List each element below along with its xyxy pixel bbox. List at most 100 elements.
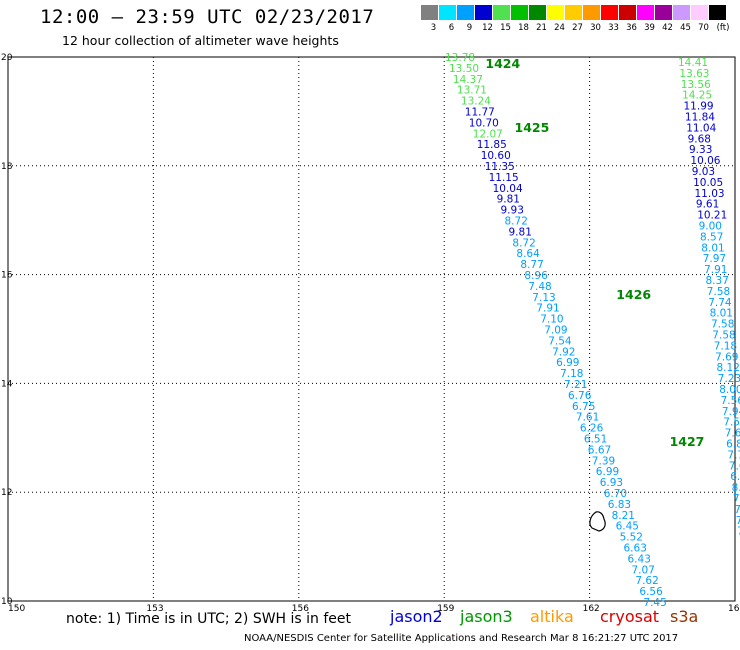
wave-height-value: 7.10 — [540, 314, 563, 326]
latitude-tick-label: 18 — [1, 162, 13, 172]
legend-label: 24 — [554, 23, 565, 33]
legend-label: 9 — [466, 23, 473, 33]
latitude-tick-label: 20 — [1, 53, 13, 63]
satellite-name: jason3 — [460, 607, 513, 626]
legend-label: 3 — [430, 23, 437, 33]
satellite-name: jason2 — [390, 607, 443, 626]
wave-height-value: 11.03 — [695, 188, 725, 200]
legend-swatch — [583, 5, 600, 20]
wave-height-value: 6.75 — [572, 401, 595, 413]
latitude-tick-label: 10 — [1, 597, 13, 607]
wave-height-value: 6.99 — [556, 357, 579, 369]
wave-height-value: 6.85 — [726, 439, 740, 451]
wave-height-value: 8.01 — [710, 308, 733, 320]
legend-label: 6 — [448, 23, 455, 33]
wave-height-value: 10.05 — [693, 177, 723, 189]
wave-height-value: 7.58 — [707, 286, 730, 298]
legend-label: 27 — [572, 23, 583, 33]
legend-label: 18 — [518, 23, 529, 33]
wave-height-value: 7.45 — [643, 597, 666, 609]
wave-height-value: 11.84 — [685, 112, 715, 124]
wave-height-value: 9.61 — [696, 199, 719, 211]
wave-height-value: 7. — [734, 504, 740, 516]
latitude-tick-label: 16 — [1, 271, 13, 281]
longitude-tick-label: 150 — [8, 604, 25, 614]
legend-unit: (ft) — [716, 23, 730, 33]
wave-height-value: 12.07 — [473, 128, 503, 140]
wave-height-value: 7.6 — [729, 460, 740, 472]
legend-label: 21 — [536, 23, 547, 33]
wave-height-value: 8.64 — [516, 248, 540, 260]
longitude-tick-label: 156 — [292, 604, 309, 614]
legend-swatch — [475, 5, 492, 20]
legend-swatch — [547, 5, 564, 20]
legend-swatch — [673, 5, 690, 20]
wave-height-value: 7.39 — [592, 455, 615, 467]
map-frame — [7, 56, 736, 602]
latitude-tick-label: 14 — [1, 379, 13, 389]
wave-height-value: 6.93 — [600, 477, 623, 489]
legend-swatch — [637, 5, 654, 20]
wave-height-value: 8.00 — [719, 384, 740, 396]
pass-number-label: 1424 — [485, 56, 520, 71]
pass-number-label: 1427 — [670, 434, 705, 449]
legend-label: 12 — [482, 23, 493, 33]
wave-height-value: 10.60 — [481, 150, 511, 162]
legend-swatch — [439, 5, 456, 20]
wave-height-value: 11.15 — [489, 172, 519, 184]
wave-height-value: 9.00 — [699, 221, 722, 233]
wave-height-value: 9.33 — [689, 144, 712, 156]
wave-height-value: 14.41 — [678, 57, 708, 69]
wave-height-value: 9.81 — [497, 194, 520, 206]
wave-height-value: 7.09 — [544, 325, 567, 337]
wave-height-value: 13.50 — [449, 63, 479, 75]
wave-height-value: 7.56 — [721, 395, 740, 407]
wave-height-value: 13.78 — [445, 52, 475, 64]
wave-height-value: 7.07 — [632, 564, 655, 576]
wave-height-value: 6.26 — [580, 423, 604, 435]
wave-height-value: 14.25 — [682, 90, 712, 102]
legend-swatch — [421, 5, 438, 20]
wave-height-value: 6.99 — [596, 466, 619, 478]
wave-height-value: 7.91 — [704, 264, 727, 276]
wave-height-value: 8.1 — [732, 482, 740, 494]
wave-height-value: 8.77 — [520, 259, 543, 271]
longitude-tick-label: 162 — [583, 604, 600, 614]
wave-height-value: 5.52 — [620, 532, 643, 544]
legend-label: 45 — [680, 23, 691, 33]
legend-swatch — [565, 5, 582, 20]
wave-height-value: 6.76 — [568, 390, 592, 402]
map-subtitle: 12 hour collection of altimeter wave hei… — [62, 33, 339, 48]
wave-height-value: 9.93 — [501, 205, 524, 217]
wave-height-value: 14.37 — [453, 74, 483, 86]
wave-height-value: 8.57 — [700, 231, 723, 243]
wave-height-value: 8.12 — [717, 362, 740, 374]
wave-height-value: 7. — [736, 515, 740, 527]
pass-number-label: 1425 — [515, 120, 550, 135]
wave-height-value: 11.99 — [684, 101, 714, 113]
wave-height-value: 6.43 — [628, 553, 651, 565]
wave-height-value: 7.1 — [733, 493, 740, 505]
legend-swatch — [691, 5, 708, 20]
wave-height-value: 7.13 — [532, 292, 555, 304]
wave-height-value: 7.7 — [727, 449, 740, 461]
wave-height-value: 11.85 — [477, 139, 507, 151]
wave-height-value: 7.54 — [548, 335, 572, 347]
wave-height-value: 7.61 — [576, 412, 599, 424]
wave-height-value: 9.03 — [692, 166, 715, 178]
legend-swatch — [619, 5, 636, 20]
wave-height-value: 7.60 — [725, 428, 740, 440]
legend-label: 33 — [608, 23, 619, 33]
wave-height-value: 7.21 — [564, 379, 587, 391]
wave-height-value: 6.45 — [616, 521, 639, 533]
wave-height-value: 7.74 — [708, 297, 732, 309]
wave-height-value: 9.68 — [688, 133, 711, 145]
wave-height-value: 7.51 — [723, 417, 740, 429]
wave-height-value: 7.18 — [560, 368, 583, 380]
wave-height-value: 8.21 — [612, 510, 635, 522]
latitude-tick-label: 12 — [1, 488, 12, 498]
longitude-tick-label: 159 — [437, 604, 454, 614]
legend-label: 30 — [590, 23, 601, 33]
legend-swatch — [511, 5, 528, 20]
